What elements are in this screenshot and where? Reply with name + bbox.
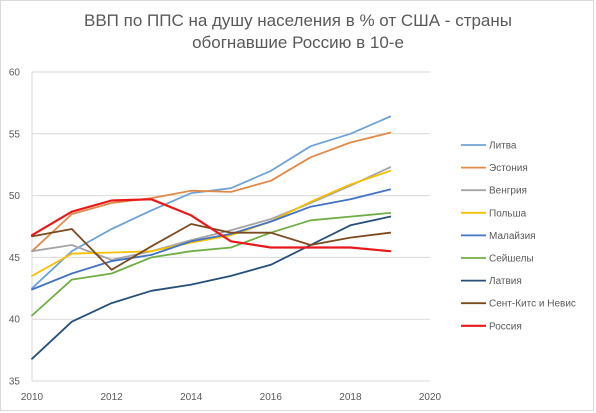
series-lines (30, 115, 392, 360)
legend-label: Литва (489, 141, 517, 152)
series-line-эстония (31, 131, 392, 253)
y-tick-label: 45 (9, 253, 21, 264)
series-line-сейшелы (31, 211, 392, 317)
series-line-латвия (31, 215, 392, 360)
x-tick-label: 2016 (260, 392, 283, 403)
legend: Литва Эстония Венгрия Польша Малайзия Сейшелы… (461, 141, 576, 332)
legend-item: Литва (461, 141, 517, 152)
legend-item: Малайзия (461, 231, 536, 242)
chart-title-line-1: ВВП по ППС на душу населения в % от США … (84, 11, 512, 30)
y-tick-label: 40 (9, 315, 21, 326)
legend-item: Сент-Китс и Невис (461, 299, 576, 310)
series-line-венгрия (31, 166, 392, 261)
legend-item: Латвия (461, 276, 522, 287)
legend-label: Малайзия (489, 231, 536, 242)
legend-item: Польша (461, 208, 527, 219)
y-tick-label: 35 (9, 377, 21, 388)
legend-item: Сейшелы (461, 254, 534, 265)
x-tick-label: 2014 (180, 392, 203, 403)
series-line-польша (31, 169, 392, 277)
chart-title-line-2: обогнавшие Россию в 10-е (192, 33, 404, 52)
x-tick-label: 2020 (419, 392, 442, 403)
legend-item: Эстония (461, 163, 528, 174)
series-line-россия (30, 198, 392, 253)
legend-label: Сейшелы (489, 254, 534, 265)
y-tick-label: 55 (9, 129, 21, 140)
y-tick-label: 60 (9, 68, 21, 79)
y-tick-label: 50 (9, 191, 21, 202)
series-line-малайзия (31, 188, 392, 291)
legend-label: Сент-Китс и Невис (489, 299, 576, 310)
legend-label: Польша (489, 208, 527, 219)
gridlines (31, 71, 430, 382)
legend-label: Латвия (489, 276, 522, 287)
legend-item: Венгрия (461, 186, 527, 197)
y-axis-tick-labels: 35 40 45 50 55 60 (9, 68, 21, 388)
legend-label: Эстония (489, 163, 528, 174)
x-axis-tick-labels: 2010 2012 2014 2016 2018 2020 (21, 392, 442, 403)
x-tick-label: 2012 (100, 392, 123, 403)
x-tick-label: 2010 (21, 392, 44, 403)
chart-title: ВВП по ППС на душу населения в % от США … (0, 10, 596, 54)
x-tick-label: 2018 (339, 392, 362, 403)
legend-label: Венгрия (489, 186, 527, 197)
legend-label: Россия (489, 321, 522, 332)
legend-item: Россия (461, 321, 522, 332)
